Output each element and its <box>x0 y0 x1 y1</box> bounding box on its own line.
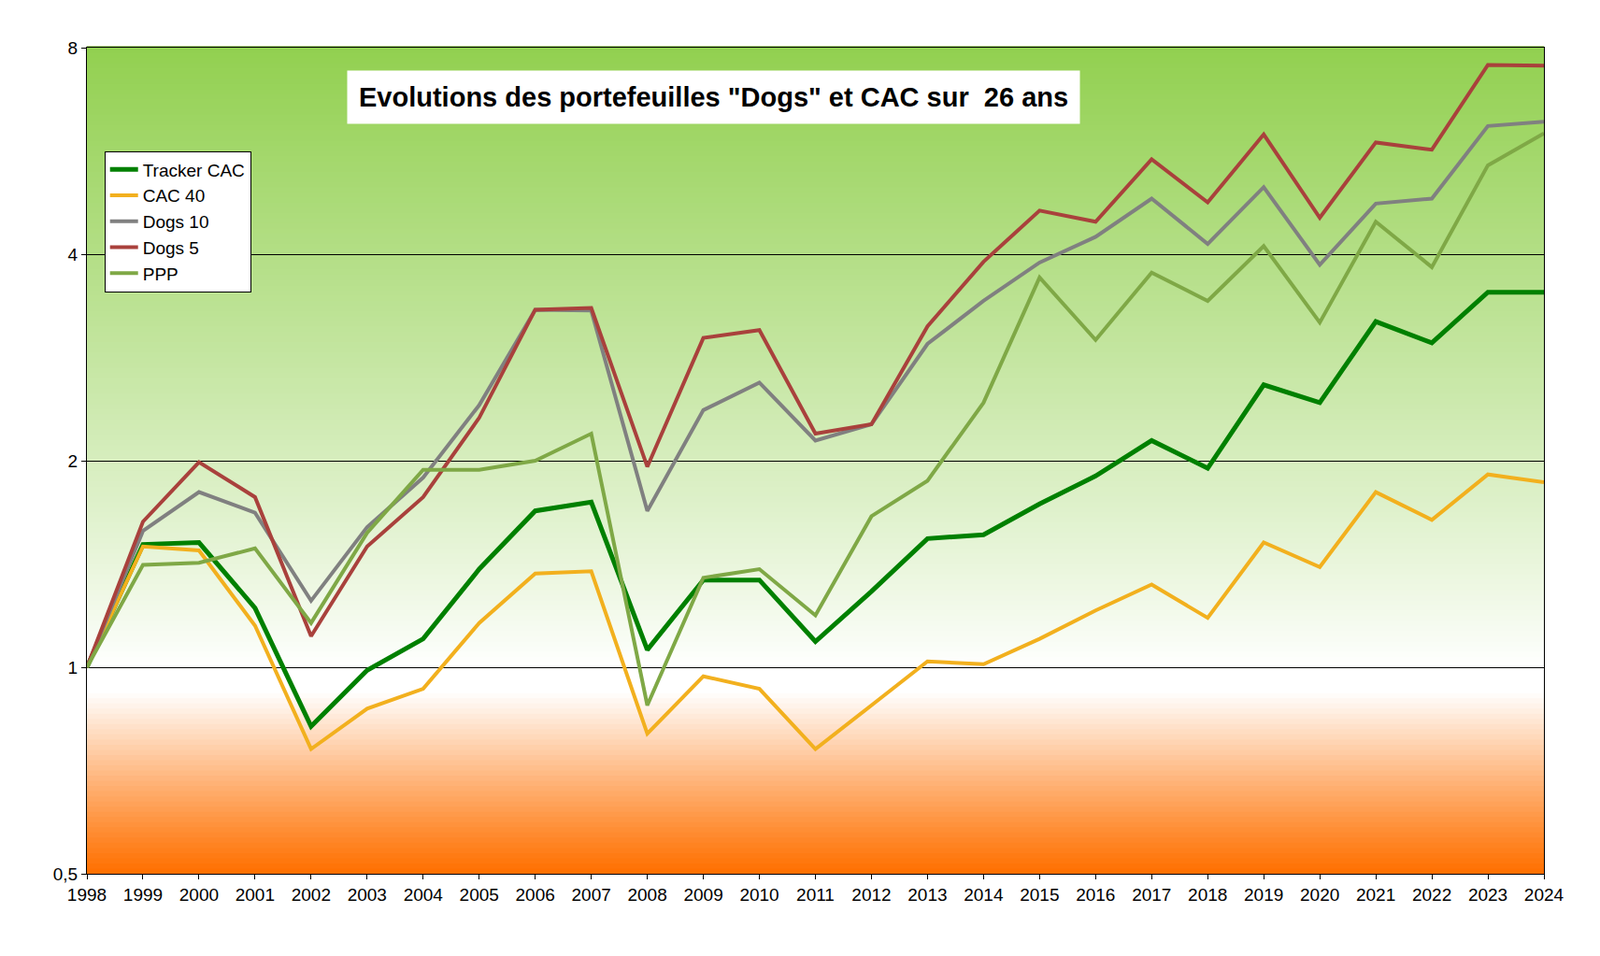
svg-text:2018: 2018 <box>1187 885 1228 905</box>
svg-text:2000: 2000 <box>179 885 219 905</box>
svg-text:2023: 2023 <box>1468 885 1508 905</box>
svg-text:2004: 2004 <box>403 885 444 905</box>
svg-text:2002: 2002 <box>291 885 331 905</box>
svg-text:2015: 2015 <box>1019 885 1059 905</box>
svg-text:2020: 2020 <box>1300 885 1340 905</box>
svg-text:2016: 2016 <box>1075 885 1115 905</box>
svg-text:1999: 1999 <box>123 885 163 905</box>
svg-text:CAC 40: CAC 40 <box>142 185 206 206</box>
svg-text:2: 2 <box>68 451 79 472</box>
svg-text:Tracker CAC: Tracker CAC <box>142 160 245 181</box>
svg-text:2008: 2008 <box>627 885 667 905</box>
svg-text:2014: 2014 <box>963 885 1004 905</box>
svg-text:2010: 2010 <box>739 885 779 905</box>
svg-text:2009: 2009 <box>683 885 723 905</box>
svg-text:2017: 2017 <box>1131 885 1172 905</box>
svg-text:1: 1 <box>68 657 79 678</box>
svg-text:Dogs 5: Dogs 5 <box>142 238 200 258</box>
svg-text:2005: 2005 <box>459 885 500 905</box>
svg-text:2011: 2011 <box>796 885 835 905</box>
svg-text:Evolutions des portefeuilles ": Evolutions des portefeuilles "Dogs" et C… <box>358 82 1069 113</box>
svg-text:2021: 2021 <box>1356 885 1396 905</box>
svg-text:2012: 2012 <box>851 885 891 905</box>
svg-text:2022: 2022 <box>1412 885 1452 905</box>
svg-text:2019: 2019 <box>1243 885 1284 905</box>
svg-text:4: 4 <box>68 244 79 265</box>
svg-text:2001: 2001 <box>235 885 275 905</box>
svg-text:8: 8 <box>68 38 79 58</box>
svg-text:2007: 2007 <box>571 885 612 905</box>
svg-text:2024: 2024 <box>1524 885 1565 905</box>
svg-text:2006: 2006 <box>515 885 556 905</box>
svg-text:Dogs 10: Dogs 10 <box>142 212 210 232</box>
svg-text:0,5: 0,5 <box>53 864 78 885</box>
svg-text:PPP: PPP <box>142 264 179 285</box>
svg-text:2003: 2003 <box>347 885 387 905</box>
svg-text:1998: 1998 <box>67 885 107 905</box>
svg-text:2013: 2013 <box>907 885 947 905</box>
